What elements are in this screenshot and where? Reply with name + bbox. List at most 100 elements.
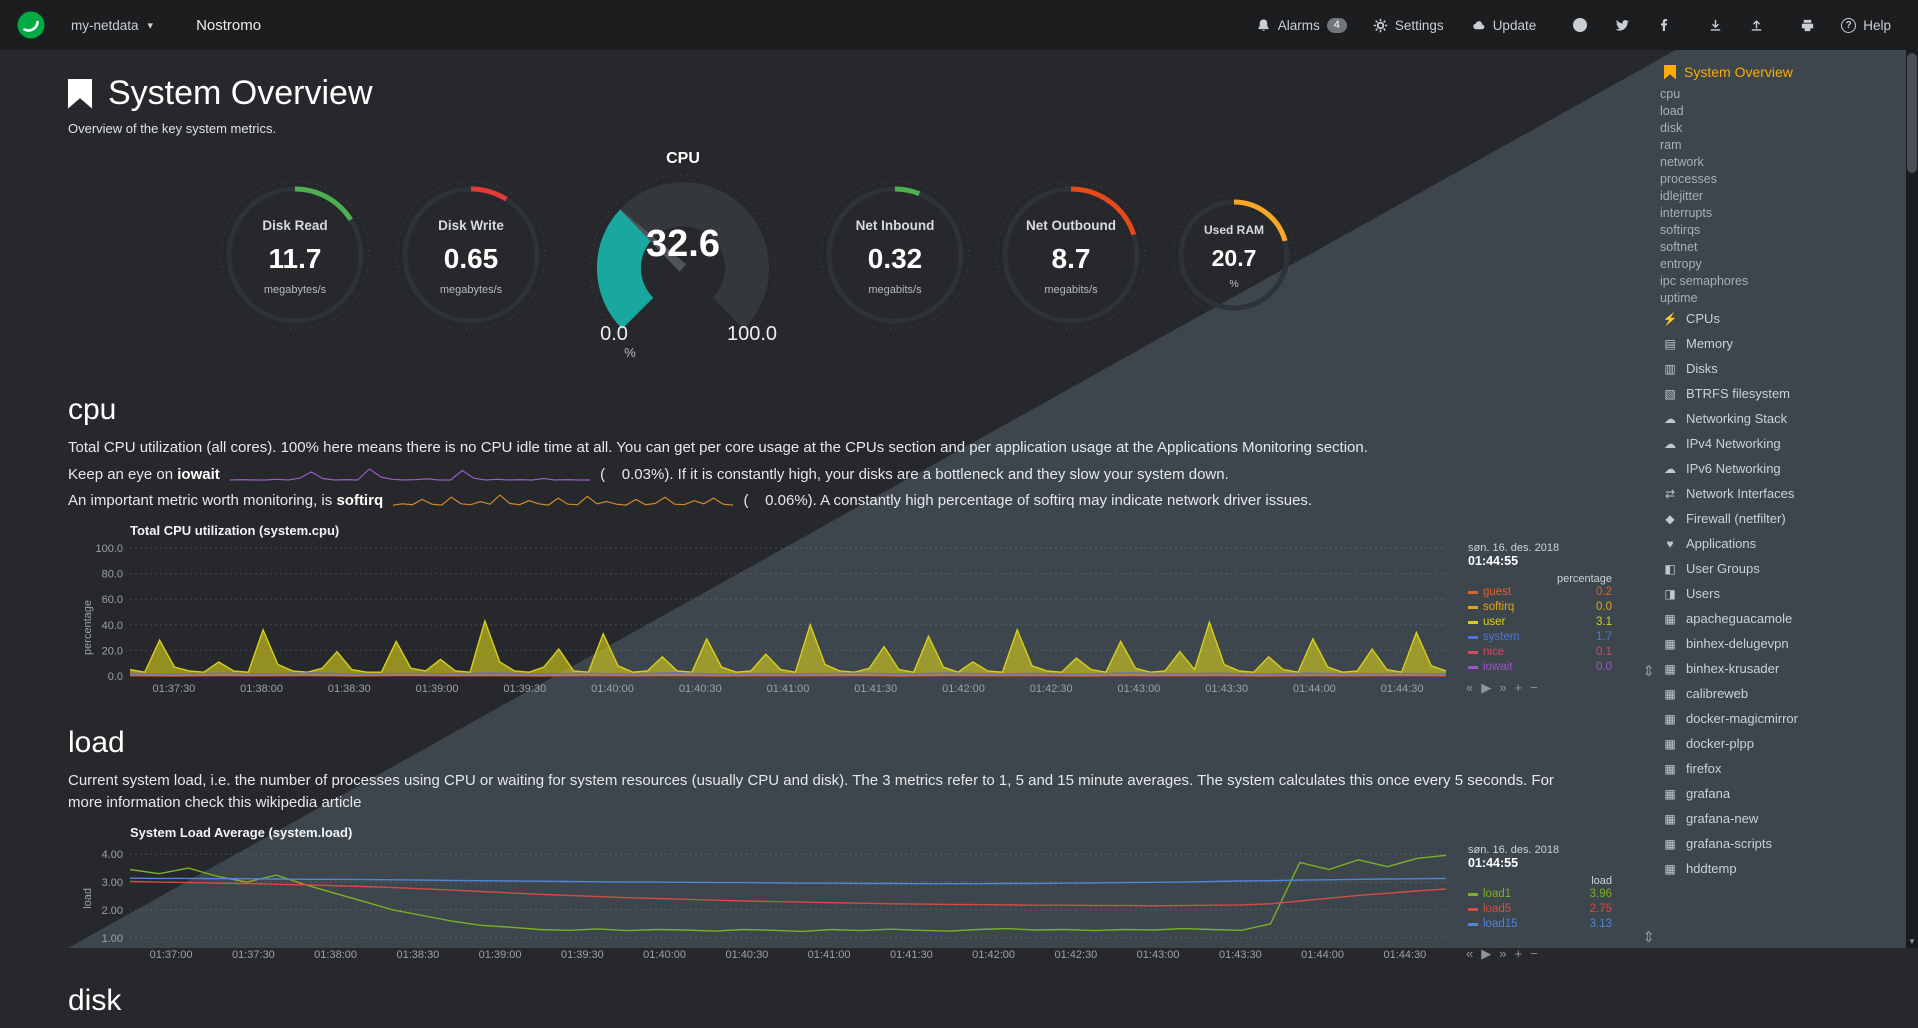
- sidebar-item-disks[interactable]: ▥Disks: [1660, 356, 1906, 381]
- sidebar-item-network-interfaces[interactable]: ⇄Network Interfaces: [1660, 481, 1906, 506]
- sidebar-item-cpu[interactable]: cpu: [1660, 85, 1906, 102]
- sidebar-item-memory[interactable]: ▤Memory: [1660, 331, 1906, 356]
- sidebar-item-uptime[interactable]: uptime: [1660, 289, 1906, 306]
- series-guest-line: [130, 675, 1446, 676]
- sidebar-item-calibreweb[interactable]: ▦calibreweb: [1660, 681, 1906, 706]
- twitter-button[interactable]: [1601, 0, 1643, 50]
- sidebar-item-label: calibreweb: [1686, 686, 1748, 701]
- github-button[interactable]: [1559, 0, 1601, 50]
- sidebar-item-firewall-netfilter[interactable]: ◆Firewall (netfilter): [1660, 506, 1906, 531]
- sidebar-item-docker-magicmirror[interactable]: ▦docker-magicmirror: [1660, 706, 1906, 731]
- sidebar-item-ipv6-networking[interactable]: ☁IPv6 Networking: [1660, 456, 1906, 481]
- sidebar-item-grafana[interactable]: ▦grafana: [1660, 781, 1906, 806]
- help-button[interactable]: ? Help: [1828, 0, 1904, 50]
- alarms-button[interactable]: Alarms 4: [1243, 0, 1360, 50]
- facebook-button[interactable]: [1643, 0, 1685, 50]
- sidebar-item-load[interactable]: load: [1660, 102, 1906, 119]
- sidebar-item-label: CPUs: [1686, 311, 1720, 326]
- upload-button[interactable]: [1736, 0, 1777, 50]
- sidebar-item-firefox[interactable]: ▦firefox: [1660, 756, 1906, 781]
- chart-pan-right-button[interactable]: »: [1499, 680, 1506, 696]
- load-chart-resize-handle[interactable]: ⇕: [1642, 928, 1655, 946]
- scrollbar-thumb[interactable]: [1907, 53, 1917, 173]
- sidebar-item-network[interactable]: network: [1660, 153, 1906, 170]
- sidebar-item-networking-stack[interactable]: ☁Networking Stack: [1660, 406, 1906, 431]
- sidebar-item-label: interrupts: [1660, 206, 1712, 220]
- sidebar-item-users[interactable]: ◨Users: [1660, 581, 1906, 606]
- cpu-chart-resize-handle[interactable]: ⇕: [1642, 662, 1655, 680]
- sidebar-item-interrupts[interactable]: interrupts: [1660, 204, 1906, 221]
- softirq-sparkline-chart[interactable]: [393, 493, 733, 507]
- sidebar-item-ram[interactable]: ram: [1660, 136, 1906, 153]
- sidebar-item-btrfs-filesystem[interactable]: ▧BTRFS filesystem: [1660, 381, 1906, 406]
- legend-dash-icon: [1468, 666, 1478, 669]
- sidebar-item-label: softirqs: [1660, 223, 1700, 237]
- sidebar-item-label: Firewall (netfilter): [1686, 511, 1786, 526]
- sidebar-item-applications[interactable]: ♥Applications: [1660, 531, 1906, 556]
- sidebar-item-docker-plpp[interactable]: ▦docker-plpp: [1660, 731, 1906, 756]
- chart-zoom-in-button[interactable]: +: [1514, 680, 1522, 696]
- update-button[interactable]: Update: [1457, 0, 1550, 50]
- sidebar-item-hddtemp[interactable]: ▦hddtemp: [1660, 856, 1906, 881]
- sidebar-item-binhex-krusader[interactable]: ▦binhex-krusader: [1660, 656, 1906, 681]
- bolt-icon: ⚡: [1660, 312, 1680, 326]
- settings-button[interactable]: Settings: [1360, 0, 1457, 50]
- sidebar-item-processes[interactable]: processes: [1660, 170, 1906, 187]
- bookmark-icon: [1664, 65, 1676, 80]
- sidebar-item-label: entropy: [1660, 257, 1702, 271]
- sidebar-item-label: binhex-krusader: [1686, 661, 1779, 676]
- sidebar-item-label: ipc semaphores: [1660, 274, 1748, 288]
- gauge-title: Used RAM: [1204, 223, 1264, 237]
- sidebar-item-label: load: [1660, 104, 1684, 118]
- disks-icon: ▥: [1660, 362, 1680, 376]
- sidebar-item-ipv4-networking[interactable]: ☁IPv4 Networking: [1660, 431, 1906, 456]
- sidebar-item-disk[interactable]: disk: [1660, 119, 1906, 136]
- sidebar-item-user-groups[interactable]: ◧User Groups: [1660, 556, 1906, 581]
- alarms-label: Alarms: [1278, 18, 1320, 33]
- chart-zoom-out-button[interactable]: −: [1530, 680, 1538, 696]
- sidebar-item-softirqs[interactable]: softirqs: [1660, 221, 1906, 238]
- iowait-sparkline-chart[interactable]: [230, 467, 590, 481]
- download-button[interactable]: [1695, 0, 1736, 50]
- netdata-logo[interactable]: [16, 10, 46, 40]
- sidebar-item-grafana-scripts[interactable]: ▦grafana-scripts: [1660, 831, 1906, 856]
- x-tick-label: 01:41:30: [854, 683, 897, 695]
- sidebar-item-apacheguacamole[interactable]: ▦apacheguacamole: [1660, 606, 1906, 631]
- print-button[interactable]: [1787, 0, 1828, 50]
- sidebar-item-binhex-delugevpn[interactable]: ▦binhex-delugevpn: [1660, 631, 1906, 656]
- sidebar-item-softnet[interactable]: softnet: [1660, 238, 1906, 255]
- chart-play-button[interactable]: ▶: [1481, 680, 1491, 696]
- my-netdata-dropdown[interactable]: my-netdata ▾: [58, 0, 166, 50]
- sidebar-item-grafana-new[interactable]: ▦grafana-new: [1660, 806, 1906, 831]
- chart-pan-left-button[interactable]: «: [1466, 680, 1473, 696]
- scrollbar-down-arrow[interactable]: ▼: [1906, 935, 1918, 948]
- sidebar-item-system-overview[interactable]: System Overview: [1660, 64, 1906, 85]
- legend-dash-icon: [1468, 651, 1478, 654]
- x-tick-label: 01:38:30: [396, 949, 439, 961]
- sidebar-item-cpus[interactable]: ⚡ CPUs: [1660, 306, 1906, 331]
- sidebar-item-ipc-semaphores[interactable]: ipc semaphores: [1660, 272, 1906, 289]
- sidebar-item-entropy[interactable]: entropy: [1660, 255, 1906, 272]
- wikipedia-link[interactable]: wikipedia article: [256, 794, 362, 811]
- page-scrollbar[interactable]: ▼: [1906, 50, 1918, 948]
- sidebar-item-idlejitter[interactable]: idlejitter: [1660, 187, 1906, 204]
